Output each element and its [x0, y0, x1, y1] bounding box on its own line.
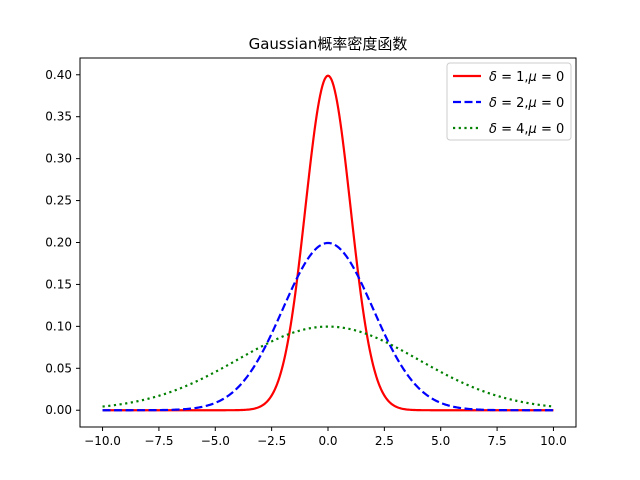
- legend: δ = 1,μ = 0 δ = 2,μ = 0 δ = 4,μ = 0: [446, 62, 572, 141]
- y-tick-label: 0.40: [45, 68, 72, 82]
- y-tick-label: 0.10: [45, 319, 72, 333]
- x-tick-label: 10.0: [540, 434, 567, 448]
- legend-label-3: δ = 4,μ = 0: [489, 122, 564, 137]
- x-tick-label: −2.5: [257, 434, 286, 448]
- axes: −10.0 −7.5 −5.0 −2.5 0.0 2.5 5.0 7.5 10.0 0.00 0.0…: [45, 57, 577, 448]
- series-line-3: [102, 325, 554, 408]
- x-tick-label: 2.5: [375, 434, 394, 448]
- x-tick-label: 5.0: [431, 434, 450, 448]
- x-tick-label: −10.0: [84, 434, 121, 448]
- series-line-2: [102, 241, 554, 412]
- y-tick-label: 0.20: [45, 236, 72, 250]
- x-tick-label: −7.5: [144, 434, 173, 448]
- x-tick-label: 7.5: [488, 434, 507, 448]
- chart-title: Gaussian概率密度函数: [249, 35, 408, 53]
- y-tick-label: 0.35: [45, 110, 72, 124]
- plot-area: [102, 74, 554, 412]
- y-tick-label: 0.00: [45, 403, 72, 417]
- x-tick-label: 0.0: [318, 434, 337, 448]
- legend-box: [446, 62, 572, 141]
- y-tick-label: 0.25: [45, 194, 72, 208]
- y-tick-label: 0.30: [45, 152, 72, 166]
- legend-label-2: δ = 2,μ = 0: [489, 96, 564, 111]
- x-tick-label: −5.0: [201, 434, 230, 448]
- y-tick-label: 0.05: [45, 361, 72, 375]
- y-tick-label: 0.15: [45, 277, 72, 291]
- legend-label-1: δ = 1,μ = 0: [489, 70, 564, 85]
